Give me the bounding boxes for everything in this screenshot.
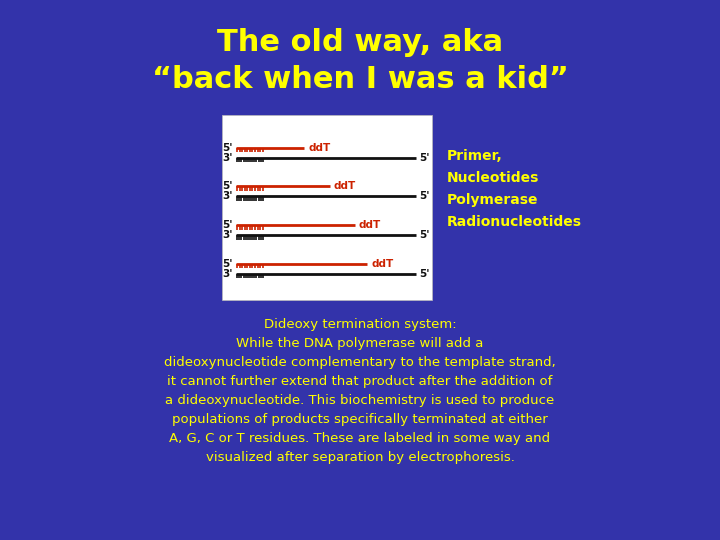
Text: dideoxynucleotide complementary to the template strand,: dideoxynucleotide complementary to the t… [164,356,556,369]
Text: While the DNA polymerase will add a: While the DNA polymerase will add a [236,337,484,350]
Text: a dideoxynucleotide. This biochemistry is used to produce: a dideoxynucleotide. This biochemistry i… [166,394,554,407]
Text: 5': 5' [419,192,430,201]
Text: 5': 5' [222,143,233,153]
Text: ddT: ddT [333,181,356,192]
Text: 3': 3' [222,269,233,279]
Text: Radionucleotides: Radionucleotides [447,215,582,229]
Text: 5': 5' [222,259,233,269]
FancyBboxPatch shape [222,115,432,300]
Text: ddT: ddT [359,220,381,230]
Text: The old way, aka: The old way, aka [217,28,503,57]
Text: 3': 3' [222,192,233,201]
Text: 5': 5' [419,153,430,163]
Text: 5': 5' [222,181,233,192]
Text: ddT: ddT [372,259,394,269]
Text: 5': 5' [222,220,233,230]
Text: A, G, C or T residues. These are labeled in some way and: A, G, C or T residues. These are labeled… [169,432,551,445]
Text: it cannot further extend that product after the addition of: it cannot further extend that product af… [167,375,553,388]
Text: 3': 3' [222,153,233,163]
Text: Nucleotides: Nucleotides [447,171,539,185]
Text: ddT: ddT [308,143,330,153]
Text: Primer,: Primer, [447,148,503,163]
Text: 5': 5' [419,230,430,240]
Text: 3': 3' [222,230,233,240]
Text: visualized after separation by electrophoresis.: visualized after separation by electroph… [206,451,514,464]
Text: Polymerase: Polymerase [447,193,539,207]
Text: 5': 5' [419,269,430,279]
Text: populations of products specifically terminated at either: populations of products specifically ter… [172,413,548,426]
Text: “back when I was a kid”: “back when I was a kid” [152,65,568,94]
Text: Dideoxy termination system:: Dideoxy termination system: [264,318,456,331]
